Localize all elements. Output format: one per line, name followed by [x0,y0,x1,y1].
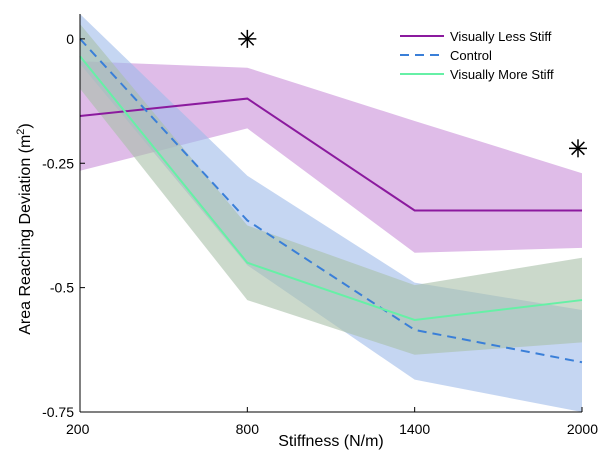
x-tick-label: 2000 [567,421,598,437]
x-tick-label: 200 [66,421,90,437]
y-axis-title: Area Reaching Deviation (m2) [15,123,34,335]
legend-item-2: Control [400,48,492,63]
legend-label: Control [450,48,492,63]
y-tick-label: -0.75 [42,404,74,420]
x-tick-label: 1400 [399,421,430,437]
legend-item-3: Visually More Stiff [400,67,554,82]
confidence-bands [80,14,582,412]
y-tick-label: -0.5 [50,280,74,296]
series-line-2 [79,38,583,364]
series-line-3 [79,55,583,321]
x-tick-label: 800 [236,421,260,437]
y-tick-label: -0.25 [42,155,74,171]
significance-markers [238,29,587,158]
series-lines [79,38,583,364]
x-axis-title: Stiffness (N/m) [278,433,384,450]
band-3 [80,23,582,355]
asterisk-marker-1 [238,29,257,48]
legend: Visually Less Stiff Control Visually More … [400,29,554,82]
x-ticks: 200 800 1400 2000 [66,407,598,437]
legend-item-1: Visually Less Stiff [400,29,552,44]
legend-label: Visually More Stiff [450,67,554,82]
y-ticks: 0 -0.25 -0.5 -0.75 [42,31,85,420]
series-line-1 [79,97,582,212]
legend-label: Visually Less Stiff [450,29,552,44]
axes [79,14,582,413]
band-1 [80,61,582,253]
asterisk-marker-2 [569,139,587,158]
y-tick-label: 0 [66,31,74,47]
